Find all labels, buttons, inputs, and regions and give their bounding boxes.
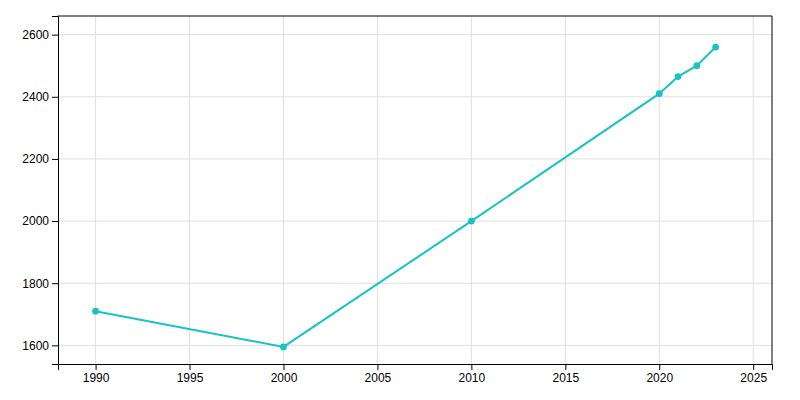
x-tick-label: 2010 bbox=[459, 371, 486, 385]
grid-line-x bbox=[565, 16, 566, 364]
x-tick: 2000 bbox=[271, 364, 298, 385]
point bbox=[468, 218, 475, 225]
y-tick-mark bbox=[52, 283, 58, 284]
grid-line-y bbox=[58, 283, 772, 284]
line bbox=[96, 47, 716, 347]
y-tick-mark bbox=[52, 159, 58, 160]
x-tick: 1995 bbox=[177, 364, 204, 385]
y-tick-mark bbox=[52, 35, 58, 36]
y-axis: 1600 1800 2000 2200 2400 2600 bbox=[22, 17, 58, 365]
x-tick-label: 1995 bbox=[177, 371, 204, 385]
x-axis: 1990 1995 2000 2005 2010 2015 2020 2025 bbox=[59, 364, 773, 385]
grid-line-x bbox=[753, 16, 754, 364]
point bbox=[675, 73, 682, 80]
x-tick: 2025 bbox=[740, 364, 767, 385]
grid-line-y bbox=[58, 96, 772, 97]
y-axis-line bbox=[52, 17, 59, 365]
x-tick-mark bbox=[190, 364, 191, 370]
point bbox=[712, 44, 719, 51]
x-tick-label: 2000 bbox=[271, 371, 298, 385]
x-tick-mark bbox=[377, 364, 378, 370]
y-tick: 1800 bbox=[22, 277, 58, 291]
x-tick-label: 2020 bbox=[646, 371, 673, 385]
y-tick-mark bbox=[52, 345, 58, 346]
plot: 1990 1995 2000 2005 2010 2015 2020 2025 1600 1800… bbox=[22, 16, 772, 385]
x-tick-label: 2025 bbox=[740, 371, 767, 385]
chart: 1990 1995 2000 2005 2010 2015 2020 2025 1600 1800… bbox=[0, 0, 800, 400]
x-tick-mark bbox=[471, 364, 472, 370]
x-tick-mark bbox=[96, 364, 97, 370]
x-tick: 2010 bbox=[459, 364, 486, 385]
grid-line-x bbox=[377, 16, 378, 364]
y-tick-label: 2200 bbox=[22, 152, 49, 166]
plot-frame-top bbox=[58, 16, 772, 17]
grid-line-y bbox=[58, 34, 772, 35]
grid-line-x bbox=[283, 16, 284, 364]
point bbox=[693, 62, 700, 69]
y-tick-label: 2000 bbox=[22, 214, 49, 228]
grid-line-x bbox=[659, 16, 660, 364]
point bbox=[92, 308, 99, 315]
grid-line-y bbox=[58, 345, 772, 346]
point bbox=[280, 344, 287, 351]
y-tick-mark bbox=[52, 221, 58, 222]
x-tick: 2020 bbox=[646, 364, 673, 385]
x-tick: 1990 bbox=[83, 364, 110, 385]
y-tick: 2400 bbox=[22, 90, 58, 104]
y-tick-label: 2600 bbox=[22, 28, 49, 42]
grid-line-y bbox=[58, 158, 772, 159]
point bbox=[656, 90, 663, 97]
x-tick-label: 2015 bbox=[552, 371, 579, 385]
x-tick: 2015 bbox=[552, 364, 579, 385]
x-tick: 2005 bbox=[365, 364, 392, 385]
x-tick-mark bbox=[283, 364, 284, 370]
x-tick-label: 1990 bbox=[83, 371, 110, 385]
x-tick-mark bbox=[565, 364, 566, 370]
grid-line-x bbox=[189, 16, 190, 364]
y-tick: 2000 bbox=[22, 214, 58, 228]
grid bbox=[58, 16, 772, 364]
x-tick-mark bbox=[659, 364, 660, 370]
y-tick: 2600 bbox=[22, 28, 58, 42]
plot-frame-right bbox=[772, 16, 773, 364]
x-tick-mark bbox=[753, 364, 754, 370]
y-tick: 2200 bbox=[22, 152, 58, 166]
y-tick-label: 1600 bbox=[22, 339, 49, 353]
y-tick-mark bbox=[52, 97, 58, 98]
grid-line-y bbox=[58, 221, 772, 222]
y-tick-label: 2400 bbox=[22, 90, 49, 104]
grid-line-x bbox=[471, 16, 472, 364]
x-tick-label: 2005 bbox=[365, 371, 392, 385]
x-axis-line bbox=[59, 365, 773, 371]
marks bbox=[92, 44, 719, 351]
y-tick-label: 1800 bbox=[22, 277, 49, 291]
y-tick: 1600 bbox=[22, 339, 58, 353]
